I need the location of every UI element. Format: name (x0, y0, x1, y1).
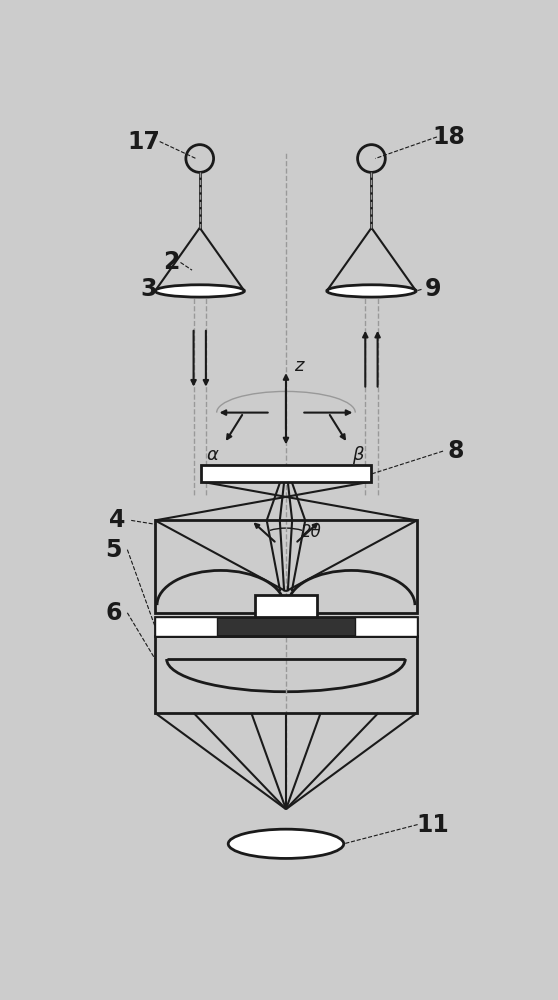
Ellipse shape (327, 285, 416, 297)
Text: β: β (352, 446, 363, 464)
Text: z: z (294, 357, 303, 375)
Text: 11: 11 (417, 813, 449, 837)
Text: 3: 3 (140, 277, 156, 301)
Text: 2: 2 (163, 250, 180, 274)
Ellipse shape (155, 285, 244, 297)
Text: 9: 9 (425, 277, 441, 301)
Text: 5: 5 (105, 538, 122, 562)
Text: 8: 8 (448, 439, 464, 463)
Bar (155, 636, 417, 713)
Bar (155, 520, 417, 613)
Text: 2θ: 2θ (301, 523, 322, 541)
Bar (255, 595, 317, 617)
Text: 18: 18 (432, 125, 465, 149)
Ellipse shape (228, 829, 344, 858)
Bar (201, 465, 371, 482)
Text: 4: 4 (109, 508, 126, 532)
Bar (155, 617, 217, 636)
Bar (355, 617, 417, 636)
Text: 17: 17 (128, 130, 161, 154)
Text: 6: 6 (105, 601, 122, 625)
Text: α: α (207, 446, 219, 464)
Bar (155, 617, 417, 636)
